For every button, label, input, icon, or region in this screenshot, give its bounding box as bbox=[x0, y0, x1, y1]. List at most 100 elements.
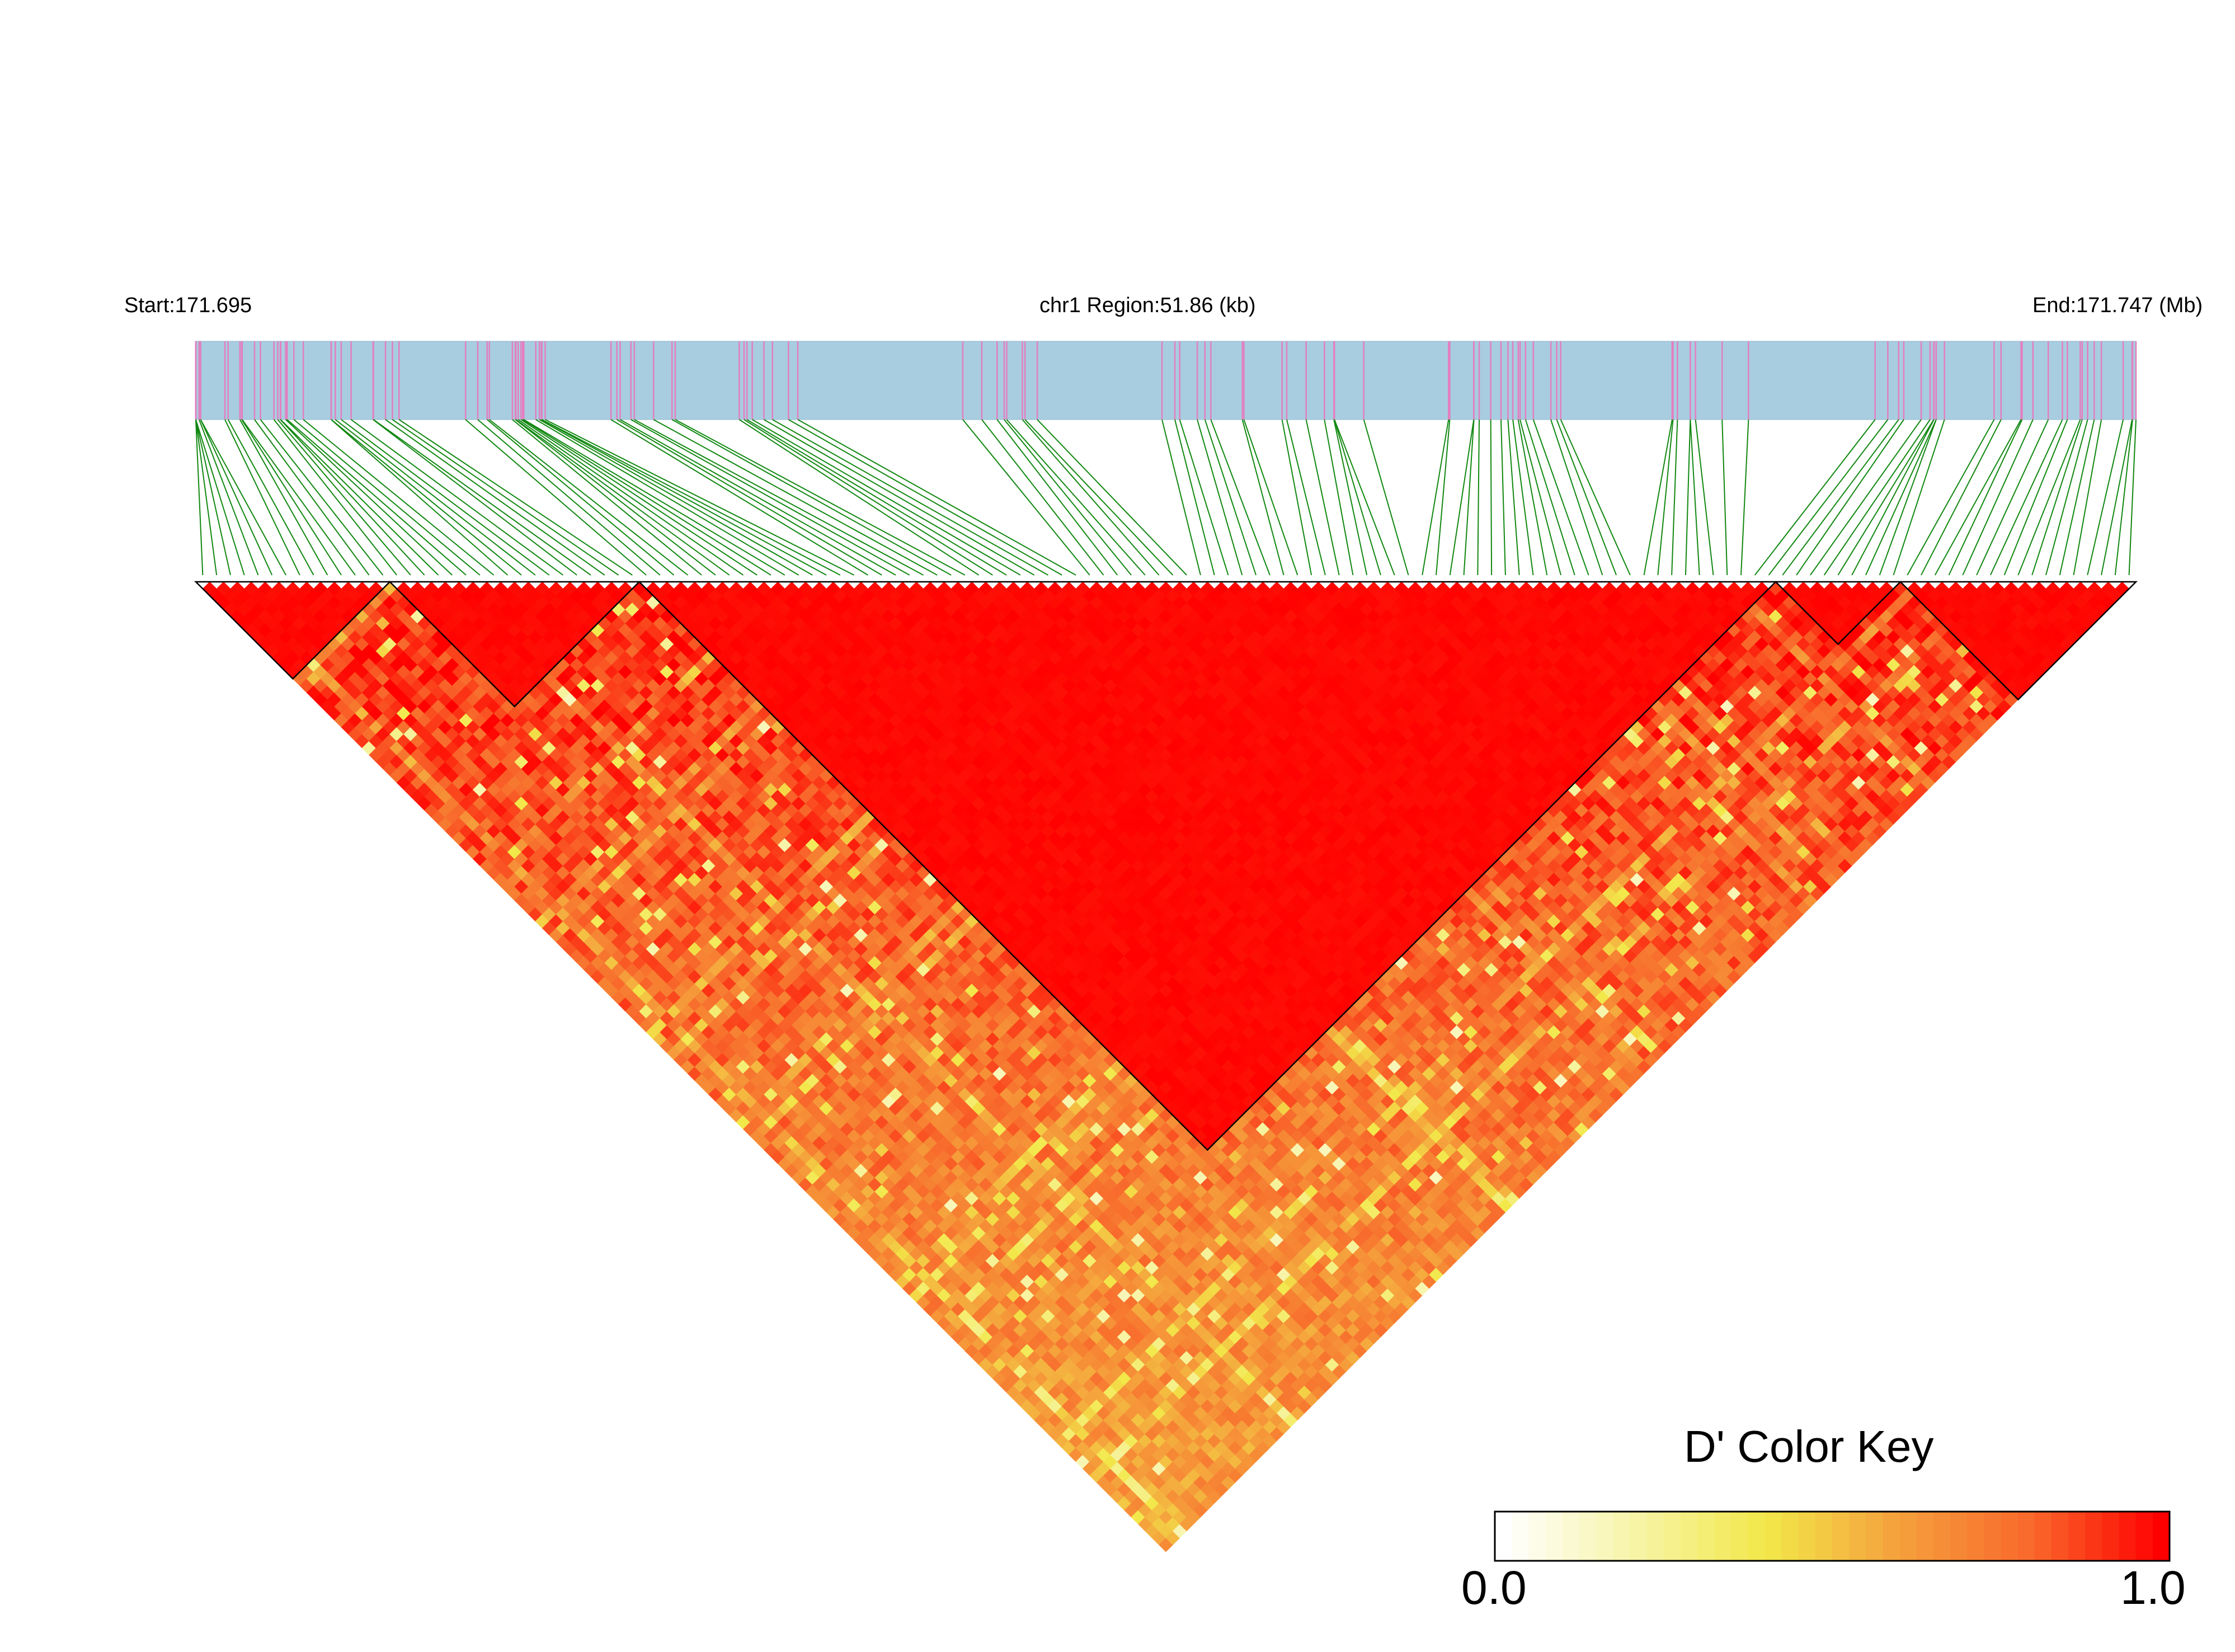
snp-connector bbox=[517, 419, 744, 576]
snp-connector bbox=[224, 419, 300, 576]
snp-connector bbox=[545, 419, 855, 576]
snp-connector bbox=[1281, 419, 1312, 576]
snp-connector bbox=[1449, 419, 1475, 576]
snp-connector bbox=[1507, 419, 1520, 576]
snp-connector bbox=[996, 419, 1118, 576]
snp-connector bbox=[1524, 419, 1575, 576]
snp-connector bbox=[1721, 419, 1728, 576]
snp-connector bbox=[2003, 419, 2068, 576]
snp-connector bbox=[617, 419, 882, 576]
snp-connector bbox=[293, 419, 481, 576]
snp-connector bbox=[1422, 419, 1450, 576]
snp-connector bbox=[1363, 419, 1409, 576]
snp-connector bbox=[1550, 419, 1603, 576]
snp-connector bbox=[2101, 419, 2133, 576]
snp-connector bbox=[195, 419, 218, 576]
snp-connector bbox=[1179, 419, 1229, 576]
snp-connector bbox=[523, 419, 785, 576]
snp-connector bbox=[1907, 419, 1995, 576]
snp-connector bbox=[465, 419, 647, 576]
snp-connector bbox=[1532, 419, 1589, 576]
snp-connector bbox=[772, 419, 1048, 576]
snp-connector bbox=[1305, 419, 1340, 576]
snp-connector bbox=[242, 419, 356, 576]
snp-connector bbox=[1197, 419, 1243, 576]
snp-connector bbox=[1837, 419, 1935, 576]
snp-connector bbox=[1690, 419, 1700, 576]
snp-connector bbox=[331, 419, 522, 576]
snp-connector bbox=[1823, 419, 1931, 576]
snp-connector bbox=[373, 419, 591, 576]
snp-connector bbox=[1463, 419, 1475, 576]
snp-connector bbox=[541, 419, 827, 576]
snp-connector bbox=[489, 419, 689, 576]
snp-connector bbox=[195, 419, 231, 576]
snp-connector bbox=[1333, 419, 1368, 576]
snp-connector bbox=[200, 419, 273, 576]
snp-connector bbox=[1893, 419, 1945, 576]
snp-connector bbox=[634, 419, 924, 576]
snp-connector bbox=[1519, 419, 1561, 576]
snp-connector bbox=[752, 419, 1021, 576]
snp-connector bbox=[1174, 419, 1215, 576]
snp-connector bbox=[981, 419, 1104, 576]
snp-connector bbox=[1934, 419, 2022, 576]
snp-connector-lines bbox=[195, 419, 2137, 576]
snp-connector bbox=[1948, 419, 2023, 576]
snp-connector bbox=[610, 419, 868, 576]
snp-connector bbox=[487, 419, 675, 576]
snp-connector bbox=[2114, 419, 2133, 576]
snp-connector bbox=[788, 419, 1062, 576]
snp-connector bbox=[239, 419, 328, 576]
snp-connector bbox=[1006, 419, 1146, 576]
snp-connector bbox=[1161, 419, 1201, 576]
snp-connector bbox=[1210, 419, 1271, 576]
snp-connector bbox=[285, 419, 453, 576]
snp-connector bbox=[1851, 419, 1935, 576]
snp-connector bbox=[763, 419, 1035, 576]
snp-connector bbox=[1556, 419, 1617, 576]
track-bar bbox=[195, 341, 2137, 420]
snp-connector bbox=[1740, 419, 1749, 576]
snp-connector bbox=[738, 419, 980, 576]
snp-connector bbox=[1685, 419, 1691, 576]
snp-connector bbox=[280, 419, 439, 576]
snp-connector bbox=[1865, 419, 1937, 576]
snp-connector bbox=[1671, 419, 1678, 576]
snp-connector bbox=[280, 419, 425, 576]
snp-connector bbox=[515, 419, 730, 576]
snp-connector bbox=[350, 419, 564, 576]
snp-connector bbox=[1810, 419, 1922, 576]
snp-connector bbox=[398, 419, 633, 576]
snp-connector bbox=[1921, 419, 2002, 576]
snp-connector bbox=[512, 419, 702, 576]
snp-connector bbox=[335, 419, 536, 576]
snp-connector bbox=[962, 419, 1090, 576]
snp-connector bbox=[542, 419, 841, 576]
snp-connector bbox=[373, 419, 577, 576]
snp-connector bbox=[1796, 419, 1904, 576]
snp-connector bbox=[303, 419, 495, 576]
snp-connector bbox=[1560, 419, 1631, 576]
snp-connector bbox=[744, 419, 993, 576]
snp-connector bbox=[1024, 419, 1174, 576]
snp-connector bbox=[1324, 419, 1354, 576]
snp-connector bbox=[273, 419, 397, 576]
snp-connector bbox=[2059, 419, 2095, 576]
snp-connector bbox=[254, 419, 370, 576]
snp-connector bbox=[1334, 419, 1381, 576]
snp-connector bbox=[1241, 419, 1284, 576]
snp-position-track bbox=[195, 341, 2137, 420]
snp-connector bbox=[477, 419, 661, 576]
snp-connector bbox=[535, 419, 799, 576]
snp-connector bbox=[630, 419, 910, 576]
snp-connector bbox=[1477, 419, 1480, 576]
snp-connector bbox=[1204, 419, 1257, 576]
snp-connector bbox=[195, 419, 245, 576]
snp-connector bbox=[198, 419, 259, 576]
snp-connector bbox=[2045, 419, 2088, 576]
snp-connector bbox=[797, 419, 1076, 576]
snp-connector bbox=[200, 419, 286, 576]
snp-connector bbox=[515, 419, 716, 576]
